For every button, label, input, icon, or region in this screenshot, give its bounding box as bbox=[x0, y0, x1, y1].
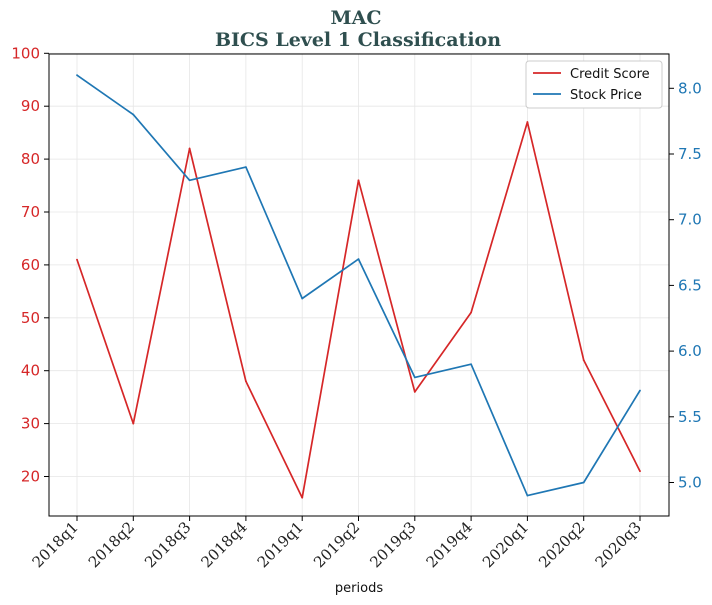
y-left-tick-label: 40 bbox=[21, 362, 40, 380]
x-tick-label: 2018q2 bbox=[85, 518, 138, 571]
chart-subtitle: BICS Level 1 Classification bbox=[215, 29, 501, 51]
data-point-stock-price bbox=[357, 258, 360, 261]
y-right-tick-label: 6.0 bbox=[678, 342, 702, 360]
y-right-tick-label: 6.5 bbox=[678, 276, 702, 294]
y-left-tick-label: 80 bbox=[21, 150, 40, 168]
y-left-tick-label: 30 bbox=[21, 415, 40, 433]
x-tick-label: 2020q1 bbox=[479, 518, 532, 571]
legend-label: Stock Price bbox=[570, 88, 642, 103]
y-right-tick-label: 5.5 bbox=[678, 408, 702, 426]
y-left-tick-label: 90 bbox=[21, 97, 40, 115]
x-tick-label: 2019q4 bbox=[423, 518, 476, 571]
x-tick-label: 2020q3 bbox=[592, 518, 645, 571]
data-point-credit-score bbox=[470, 311, 472, 314]
data-point-credit-score bbox=[76, 258, 78, 261]
x-tick-label: 2018q3 bbox=[141, 518, 194, 571]
chart-title: MAC bbox=[331, 7, 382, 29]
y-right-tick-label: 7.0 bbox=[678, 211, 702, 229]
y-right-tick-label: 5.0 bbox=[678, 474, 702, 492]
y-right-tick-label: 8.0 bbox=[678, 79, 702, 97]
data-point-stock-price bbox=[526, 494, 529, 497]
data-point-stock-price bbox=[132, 113, 135, 116]
data-point-stock-price bbox=[245, 166, 247, 169]
data-point-credit-score bbox=[357, 179, 360, 182]
data-point-stock-price bbox=[413, 376, 416, 379]
y-left-tick-label: 20 bbox=[21, 468, 40, 486]
x-tick-label: 2020q2 bbox=[535, 518, 588, 571]
y-left-tick-label: 100 bbox=[11, 44, 40, 62]
plot-frame bbox=[48, 53, 670, 517]
x-axis-label: periods bbox=[335, 581, 383, 596]
data-point-credit-score bbox=[188, 147, 191, 150]
y-left-tick-label: 70 bbox=[21, 203, 40, 221]
y-left-tick-label: 60 bbox=[21, 256, 40, 274]
data-point-stock-price bbox=[301, 297, 304, 300]
y-left-tick-label: 50 bbox=[21, 309, 40, 327]
data-point-credit-score bbox=[413, 390, 416, 393]
y-right-tick-label: 7.5 bbox=[678, 145, 702, 163]
x-tick-label: 2019q2 bbox=[310, 518, 363, 571]
data-point-stock-price bbox=[582, 481, 585, 484]
data-point-credit-score bbox=[639, 470, 641, 473]
legend-label: Credit Score bbox=[570, 67, 650, 82]
data-point-credit-score bbox=[301, 496, 304, 499]
x-tick-label: 2018q1 bbox=[29, 518, 82, 571]
legend: Credit Score Stock Price bbox=[525, 60, 663, 109]
data-point-stock-price bbox=[639, 389, 641, 392]
data-point-credit-score bbox=[526, 121, 529, 123]
data-point-credit-score bbox=[245, 380, 247, 383]
x-tick-label: 2019q1 bbox=[254, 518, 307, 571]
data-point-credit-score bbox=[582, 359, 585, 362]
data-point-credit-score bbox=[132, 422, 135, 425]
x-tick-label: 2019q3 bbox=[366, 518, 419, 571]
data-point-stock-price bbox=[76, 74, 78, 77]
data-point-stock-price bbox=[188, 179, 191, 182]
x-tick-label: 2018q4 bbox=[197, 518, 250, 571]
data-point-stock-price bbox=[470, 363, 472, 366]
